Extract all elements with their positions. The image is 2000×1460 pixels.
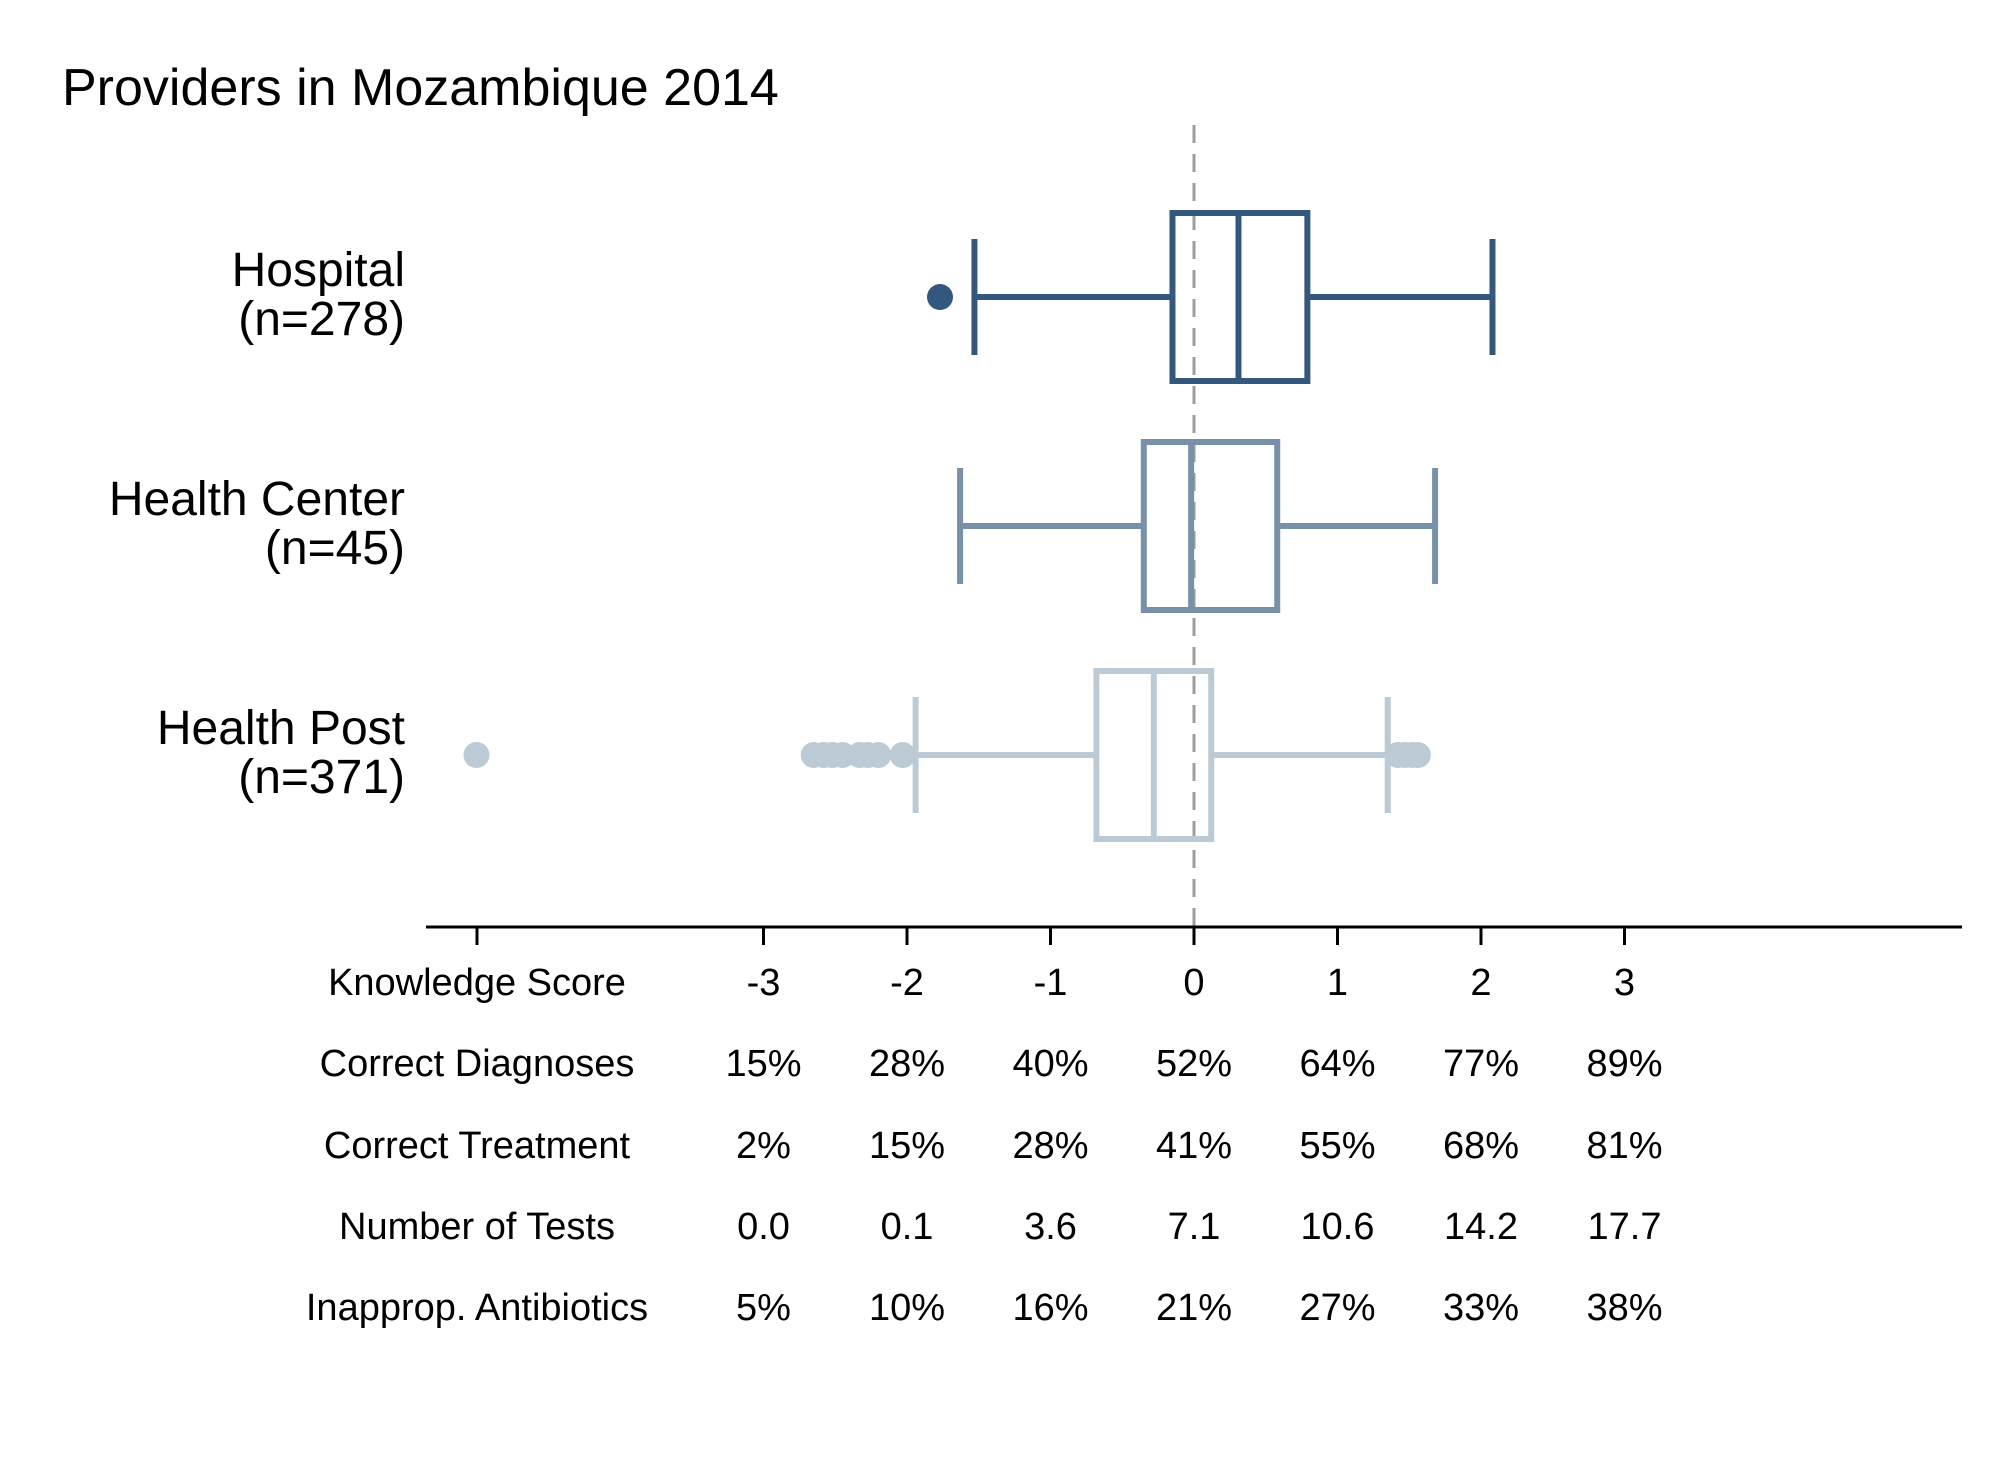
axis-table-value: 81%: [1586, 1125, 1662, 1167]
axis-table-value: 17.7: [1588, 1206, 1662, 1248]
axis-table-row: Number of Tests 0.0 0.1 3.6 7.1 10.6 14.2 17.7: [339, 1206, 1661, 1248]
x-axis-tick-label: -2: [890, 962, 924, 1004]
box-group-health-post: [463, 668, 1431, 842]
axis-table-value: 33%: [1443, 1287, 1519, 1329]
axis-table-value: 5%: [736, 1287, 791, 1329]
axis-table-row: Inapprop. Antibiotics 5% 10% 16% 21% 27% 33% 38…: [306, 1287, 1663, 1329]
box-iqr: [1140, 439, 1281, 613]
outlier-point: [889, 742, 916, 768]
axis-table-value: 28%: [869, 1043, 945, 1085]
category-n-label-health-post: (n=371): [238, 751, 405, 804]
axis-table-value: 16%: [1012, 1287, 1088, 1329]
axis-table-row-label: Knowledge Score: [328, 962, 626, 1004]
axis-table-row: Knowledge Score -3 -2 -1 0 1 2 3: [328, 962, 1635, 1004]
boxes-layer: [463, 210, 1496, 842]
axis-table-value: 21%: [1156, 1287, 1232, 1329]
category-label-hospital: Hospital: [232, 244, 405, 297]
axis-table-value: 27%: [1299, 1287, 1375, 1329]
axis-table-row-label: Correct Treatment: [324, 1125, 631, 1167]
axis-table-value: 28%: [1012, 1125, 1088, 1167]
axis-table-row-label: Number of Tests: [339, 1206, 615, 1248]
axis-table-value: 77%: [1443, 1043, 1519, 1085]
axis-table-value: 2%: [736, 1125, 791, 1167]
axis-table-value: 89%: [1586, 1043, 1662, 1085]
axis-table-value: 15%: [869, 1125, 945, 1167]
x-axis: [426, 925, 1962, 945]
category-n-label-health-center: (n=45): [265, 522, 405, 575]
category-labels-layer: Hospital(n=278) Health Center(n=45) Health…: [109, 244, 405, 804]
axis-table-value: 10.6: [1301, 1206, 1375, 1248]
axis-table-value: 38%: [1586, 1287, 1662, 1329]
box-group-hospital: [927, 210, 1496, 384]
axis-table-value: 55%: [1299, 1125, 1375, 1167]
axis-table-value: 0.1: [881, 1206, 934, 1248]
axis-table-row-label: Correct Diagnoses: [320, 1043, 635, 1085]
x-axis-tick-label: 0: [1183, 962, 1204, 1004]
axis-table-row: Correct Diagnoses 15% 28% 40% 52% 64% 77% 89%: [320, 1043, 1663, 1085]
x-axis-tick-label: 3: [1614, 962, 1635, 1004]
category-label-health-post: Health Post: [157, 702, 405, 755]
outlier-point: [927, 284, 954, 310]
axis-table-value: 15%: [725, 1043, 801, 1085]
x-axis-tick-label: 2: [1470, 962, 1491, 1004]
axis-table-value: 68%: [1443, 1125, 1519, 1167]
axis-table-value: 41%: [1156, 1125, 1232, 1167]
axis-table-value: 10%: [869, 1287, 945, 1329]
x-axis-tick-label: 1: [1327, 962, 1348, 1004]
x-axis-tick-label: -1: [1034, 962, 1068, 1004]
axis-table-value: 14.2: [1444, 1206, 1518, 1248]
axis-table-value: 52%: [1156, 1043, 1232, 1085]
axis-table-value: 7.1: [1168, 1206, 1221, 1248]
axis-table-value: 3.6: [1024, 1206, 1077, 1248]
outlier-point: [1404, 742, 1431, 768]
chart-title: Providers in Mozambique 2014: [62, 59, 779, 117]
box-group-health-center: [957, 439, 1439, 613]
axis-table-value: 64%: [1299, 1043, 1375, 1085]
axis-table: Knowledge Score -3 -2 -1 0 1 2 3 Correct Diagnos…: [306, 962, 1663, 1329]
category-n-label-hospital: (n=278): [238, 293, 405, 346]
outlier-point: [463, 742, 490, 768]
axis-table-row: Correct Treatment 2% 15% 28% 41% 55% 68% 81%: [324, 1125, 1663, 1167]
category-label-health-center: Health Center: [109, 473, 405, 526]
axis-table-row-label: Inapprop. Antibiotics: [306, 1287, 648, 1329]
x-axis-tick-label: -3: [747, 962, 781, 1004]
outlier-point: [865, 742, 892, 768]
axis-table-value: 0.0: [737, 1206, 790, 1248]
axis-table-value: 40%: [1012, 1043, 1088, 1085]
